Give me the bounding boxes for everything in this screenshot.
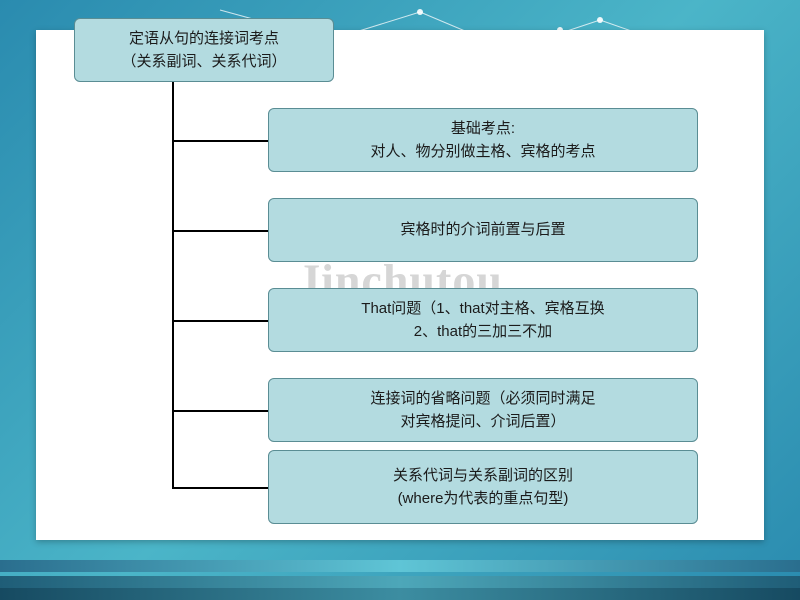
child-node-4: 连接词的省略问题（必须同时满足 对宾格提问、介词后置） — [268, 378, 698, 442]
footer-bar-3 — [0, 588, 800, 600]
footer-bar-2 — [0, 576, 800, 588]
diagram-panel: Jinchutou 定语从句的连接词考点 （关系副词、关系代词） 基础考点: 对… — [36, 30, 764, 540]
connector-h-1 — [172, 140, 268, 142]
connector-h-3 — [172, 320, 268, 322]
connector-h-2 — [172, 230, 268, 232]
child-node-3: That问题（1、that对主格、宾格互换 2、that的三加三不加 — [268, 288, 698, 352]
connector-vertical — [172, 82, 174, 487]
child-node-2: 宾格时的介词前置与后置 — [268, 198, 698, 262]
footer-bar-1 — [0, 560, 800, 572]
child-node-1: 基础考点: 对人、物分别做主格、宾格的考点 — [268, 108, 698, 172]
connector-h-4 — [172, 410, 268, 412]
child-node-5: 关系代词与关系副词的区别 (where为代表的重点句型) — [268, 450, 698, 524]
root-node: 定语从句的连接词考点 （关系副词、关系代词） — [74, 18, 334, 82]
connector-h-5 — [172, 487, 268, 489]
